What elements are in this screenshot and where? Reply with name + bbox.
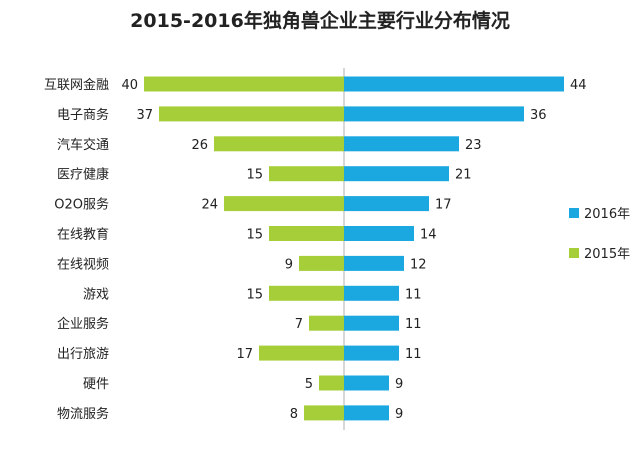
value-label-2015: 15 (246, 168, 263, 183)
category-label: 物流服务 (57, 406, 109, 422)
value-label-2015: 17 (236, 347, 253, 362)
bar-2015 (269, 226, 344, 241)
value-label-2015: 40 (121, 78, 138, 93)
bar-2016 (344, 375, 389, 391)
bar-2016 (344, 315, 399, 331)
bar-2016 (344, 196, 429, 212)
value-label-2015: 7 (295, 317, 303, 332)
value-label-2015: 26 (191, 138, 208, 153)
bar-2015 (304, 405, 344, 421)
category-label: 游戏 (83, 287, 109, 302)
bar-2016 (344, 255, 404, 271)
bar-2015 (159, 106, 344, 122)
bar-2015 (214, 136, 344, 152)
legend-label: 2015年 (584, 247, 630, 262)
category-label: 互联网金融 (44, 77, 109, 93)
bar-2016 (344, 405, 389, 421)
bar-2015 (309, 315, 344, 331)
value-label-2016: 11 (405, 287, 422, 302)
bar-2015 (259, 345, 344, 361)
bar-2015 (144, 76, 344, 92)
value-label-2016: 36 (530, 108, 547, 123)
legend-swatch (569, 208, 579, 218)
value-label-2015: 8 (290, 407, 298, 422)
value-label-2016: 11 (405, 347, 422, 362)
legend-swatch (569, 248, 579, 258)
value-label-2015: 15 (246, 287, 263, 302)
legend-label: 2016年 (584, 207, 630, 222)
category-label: O2O服务 (54, 197, 109, 213)
value-label-2016: 12 (410, 257, 427, 272)
value-label-2016: 11 (405, 317, 422, 332)
bar-2016 (344, 345, 399, 361)
bar-2016 (344, 106, 524, 122)
value-label-2016: 14 (420, 228, 437, 243)
value-label-2016: 9 (395, 377, 403, 392)
category-label: 在线视频 (57, 257, 109, 272)
chart-title: 2015-2016年独角兽企业主要行业分布情况 (130, 9, 510, 32)
bar-2016 (344, 285, 399, 301)
bar-2015 (224, 196, 344, 212)
value-label-2016: 17 (435, 198, 452, 213)
legend: 2016年 2015年 (569, 207, 630, 262)
bar-2015 (269, 166, 344, 182)
category-label: 在线教育 (57, 227, 109, 243)
bars-layer: 互联网金融 40 44 电子商务 37 36 汽车交通 26 23 医疗健康 15 21 O2O服务 24… (44, 76, 587, 422)
bar-2016 (344, 76, 564, 92)
category-label: 汽车交通 (57, 137, 109, 153)
value-label-2016: 44 (570, 78, 587, 93)
value-label-2015: 24 (201, 198, 218, 213)
value-label-2016: 23 (465, 138, 482, 153)
value-label-2015: 37 (136, 108, 153, 123)
value-label-2015: 15 (246, 228, 263, 243)
value-label-2016: 9 (395, 407, 403, 422)
category-label: 出行旅游 (57, 347, 109, 362)
value-label-2015: 5 (305, 377, 313, 392)
bar-2016 (344, 136, 459, 152)
bar-2015 (299, 255, 344, 271)
category-label: 医疗健康 (57, 167, 109, 183)
bar-2016 (344, 166, 449, 182)
value-label-2016: 21 (455, 168, 472, 183)
value-label-2015: 9 (285, 257, 293, 272)
category-label: 电子商务 (57, 107, 109, 123)
bar-2016 (344, 226, 414, 241)
bar-2015 (319, 375, 344, 391)
bar-2015 (269, 285, 344, 301)
category-label: 企业服务 (57, 316, 109, 332)
category-label: 硬件 (83, 377, 109, 392)
